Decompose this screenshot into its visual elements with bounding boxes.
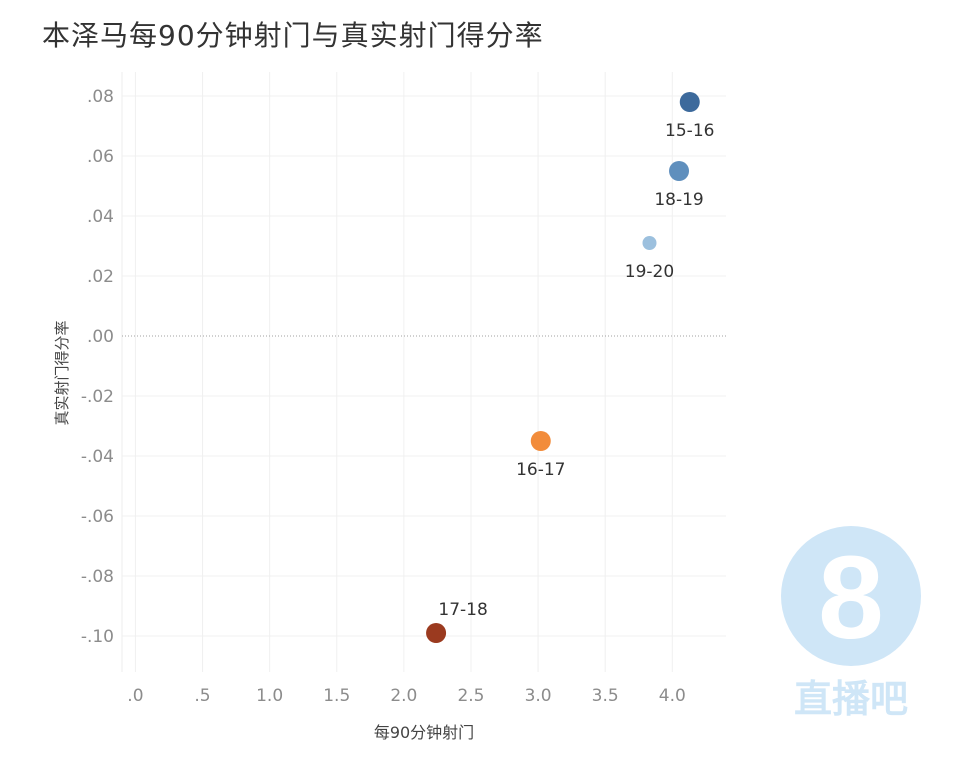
y-tick-label: -.10	[81, 627, 114, 647]
y-tick-label: .04	[87, 207, 114, 227]
data-point-label: 18-19	[654, 190, 703, 210]
x-tick-label: .0	[127, 686, 143, 706]
data-point	[669, 161, 690, 181]
data-point-label: 15-16	[665, 121, 714, 141]
x-tick-label: .5	[194, 686, 210, 706]
chart-title: 本泽马每90分钟射门与真实射门得分率	[42, 19, 544, 52]
x-tick-label: 3.5	[592, 686, 619, 706]
y-tick-label: .08	[87, 87, 114, 107]
data-point	[530, 431, 551, 451]
y-tick-label: -.02	[81, 387, 114, 407]
x-tick-label: 2.5	[457, 686, 484, 706]
y-tick-label: .06	[87, 147, 114, 167]
watermark-text: 直播吧	[794, 677, 908, 720]
data-point	[426, 623, 447, 643]
x-tick-label: 2.0	[390, 686, 417, 706]
y-tick-label: -.04	[81, 447, 114, 467]
data-point-label: 17-18	[438, 600, 487, 620]
data-point-label: 19-20	[625, 262, 674, 282]
x-tick-label: 1.0	[256, 686, 283, 706]
y-axis-label: 真实射门得分率	[53, 320, 71, 425]
x-tick-label: 4.0	[659, 686, 686, 706]
watermark-logo: 8 直播吧	[775, 520, 935, 721]
x-tick-label: 3.0	[525, 686, 552, 706]
data-point	[679, 92, 700, 112]
watermark-digit: 8	[818, 532, 884, 664]
x-tick-label: 1.5	[323, 686, 350, 706]
data-points: 15-16 18-19 19-20 16-17 17-18	[426, 92, 714, 643]
watermark-circle	[781, 526, 921, 666]
gridlines	[121, 72, 726, 672]
y-tick-label: -.06	[81, 507, 114, 527]
y-tick-label: -.08	[81, 567, 114, 587]
y-axis-ticks: .08 .06 .04 .02 .00 -.02 -.04 -.06 -.08 -.10	[81, 87, 114, 647]
x-axis-label: 每90分钟射门	[374, 723, 474, 742]
y-tick-label: .00	[87, 327, 114, 347]
data-point	[642, 236, 657, 250]
x-axis-ticks: .0 .5 1.0 1.5 2.0 2.5 3.0 3.5 4.0	[127, 686, 686, 706]
y-tick-label: .02	[87, 267, 114, 287]
data-point-label: 16-17	[516, 460, 565, 480]
